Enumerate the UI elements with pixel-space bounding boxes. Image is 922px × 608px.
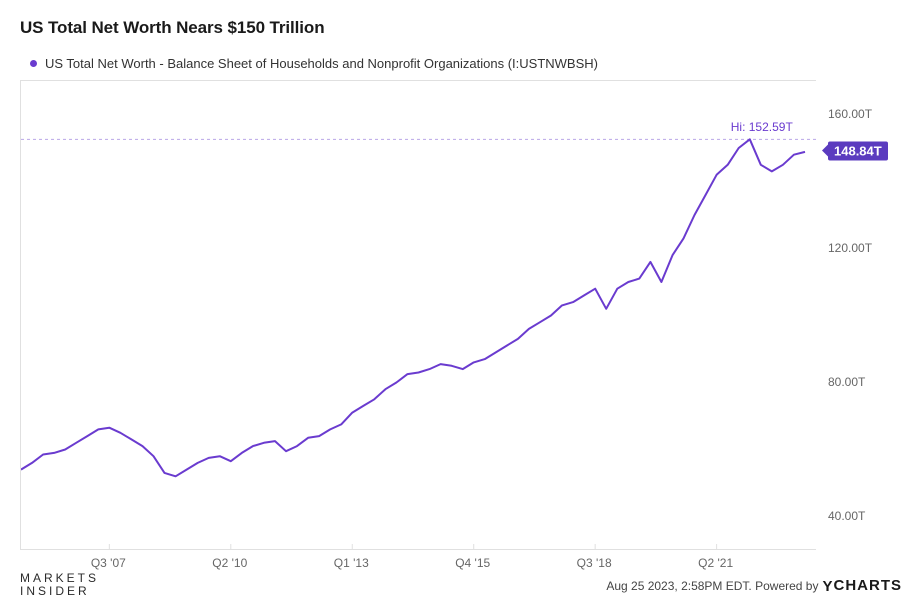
legend-dot-icon <box>30 60 37 67</box>
series-line <box>21 139 805 476</box>
x-tick-label: Q3 '07 <box>91 556 126 570</box>
chart-plot-area <box>20 80 816 550</box>
chart-title: US Total Net Worth Nears $150 Trillion <box>20 18 324 38</box>
footer-attribution: Aug 25 2023, 2:58PM EDT. Powered by YCHA… <box>606 577 902 594</box>
last-value-badge: 148.84T <box>828 141 888 160</box>
legend: US Total Net Worth - Balance Sheet of Ho… <box>30 56 598 71</box>
legend-label: US Total Net Worth - Balance Sheet of Ho… <box>45 56 598 71</box>
x-tick-label: Q1 '13 <box>334 556 369 570</box>
y-tick-label: 80.00T <box>828 375 865 389</box>
high-value-annotation: Hi: 152.59T <box>731 120 793 134</box>
y-tick-label: 160.00T <box>828 107 872 121</box>
brand-line-1: MARKETS <box>20 572 99 585</box>
y-tick-label: 120.00T <box>828 241 872 255</box>
x-tick-label: Q3 '18 <box>577 556 612 570</box>
source-brand: MARKETS INSIDER <box>20 572 99 598</box>
chart-container: { "title": "US Total Net Worth Nears $15… <box>0 0 922 608</box>
x-tick-label: Q2 '10 <box>212 556 247 570</box>
ycharts-logo: YCHARTS <box>822 577 902 594</box>
brand-line-2: INSIDER <box>20 585 99 598</box>
x-tick-label: Q4 '15 <box>455 556 490 570</box>
y-tick-label: 40.00T <box>828 509 865 523</box>
x-tick-label: Q2 '21 <box>698 556 733 570</box>
line-chart-svg <box>21 81 817 551</box>
footer-timestamp: Aug 25 2023, 2:58PM EDT. Powered by <box>606 579 818 593</box>
